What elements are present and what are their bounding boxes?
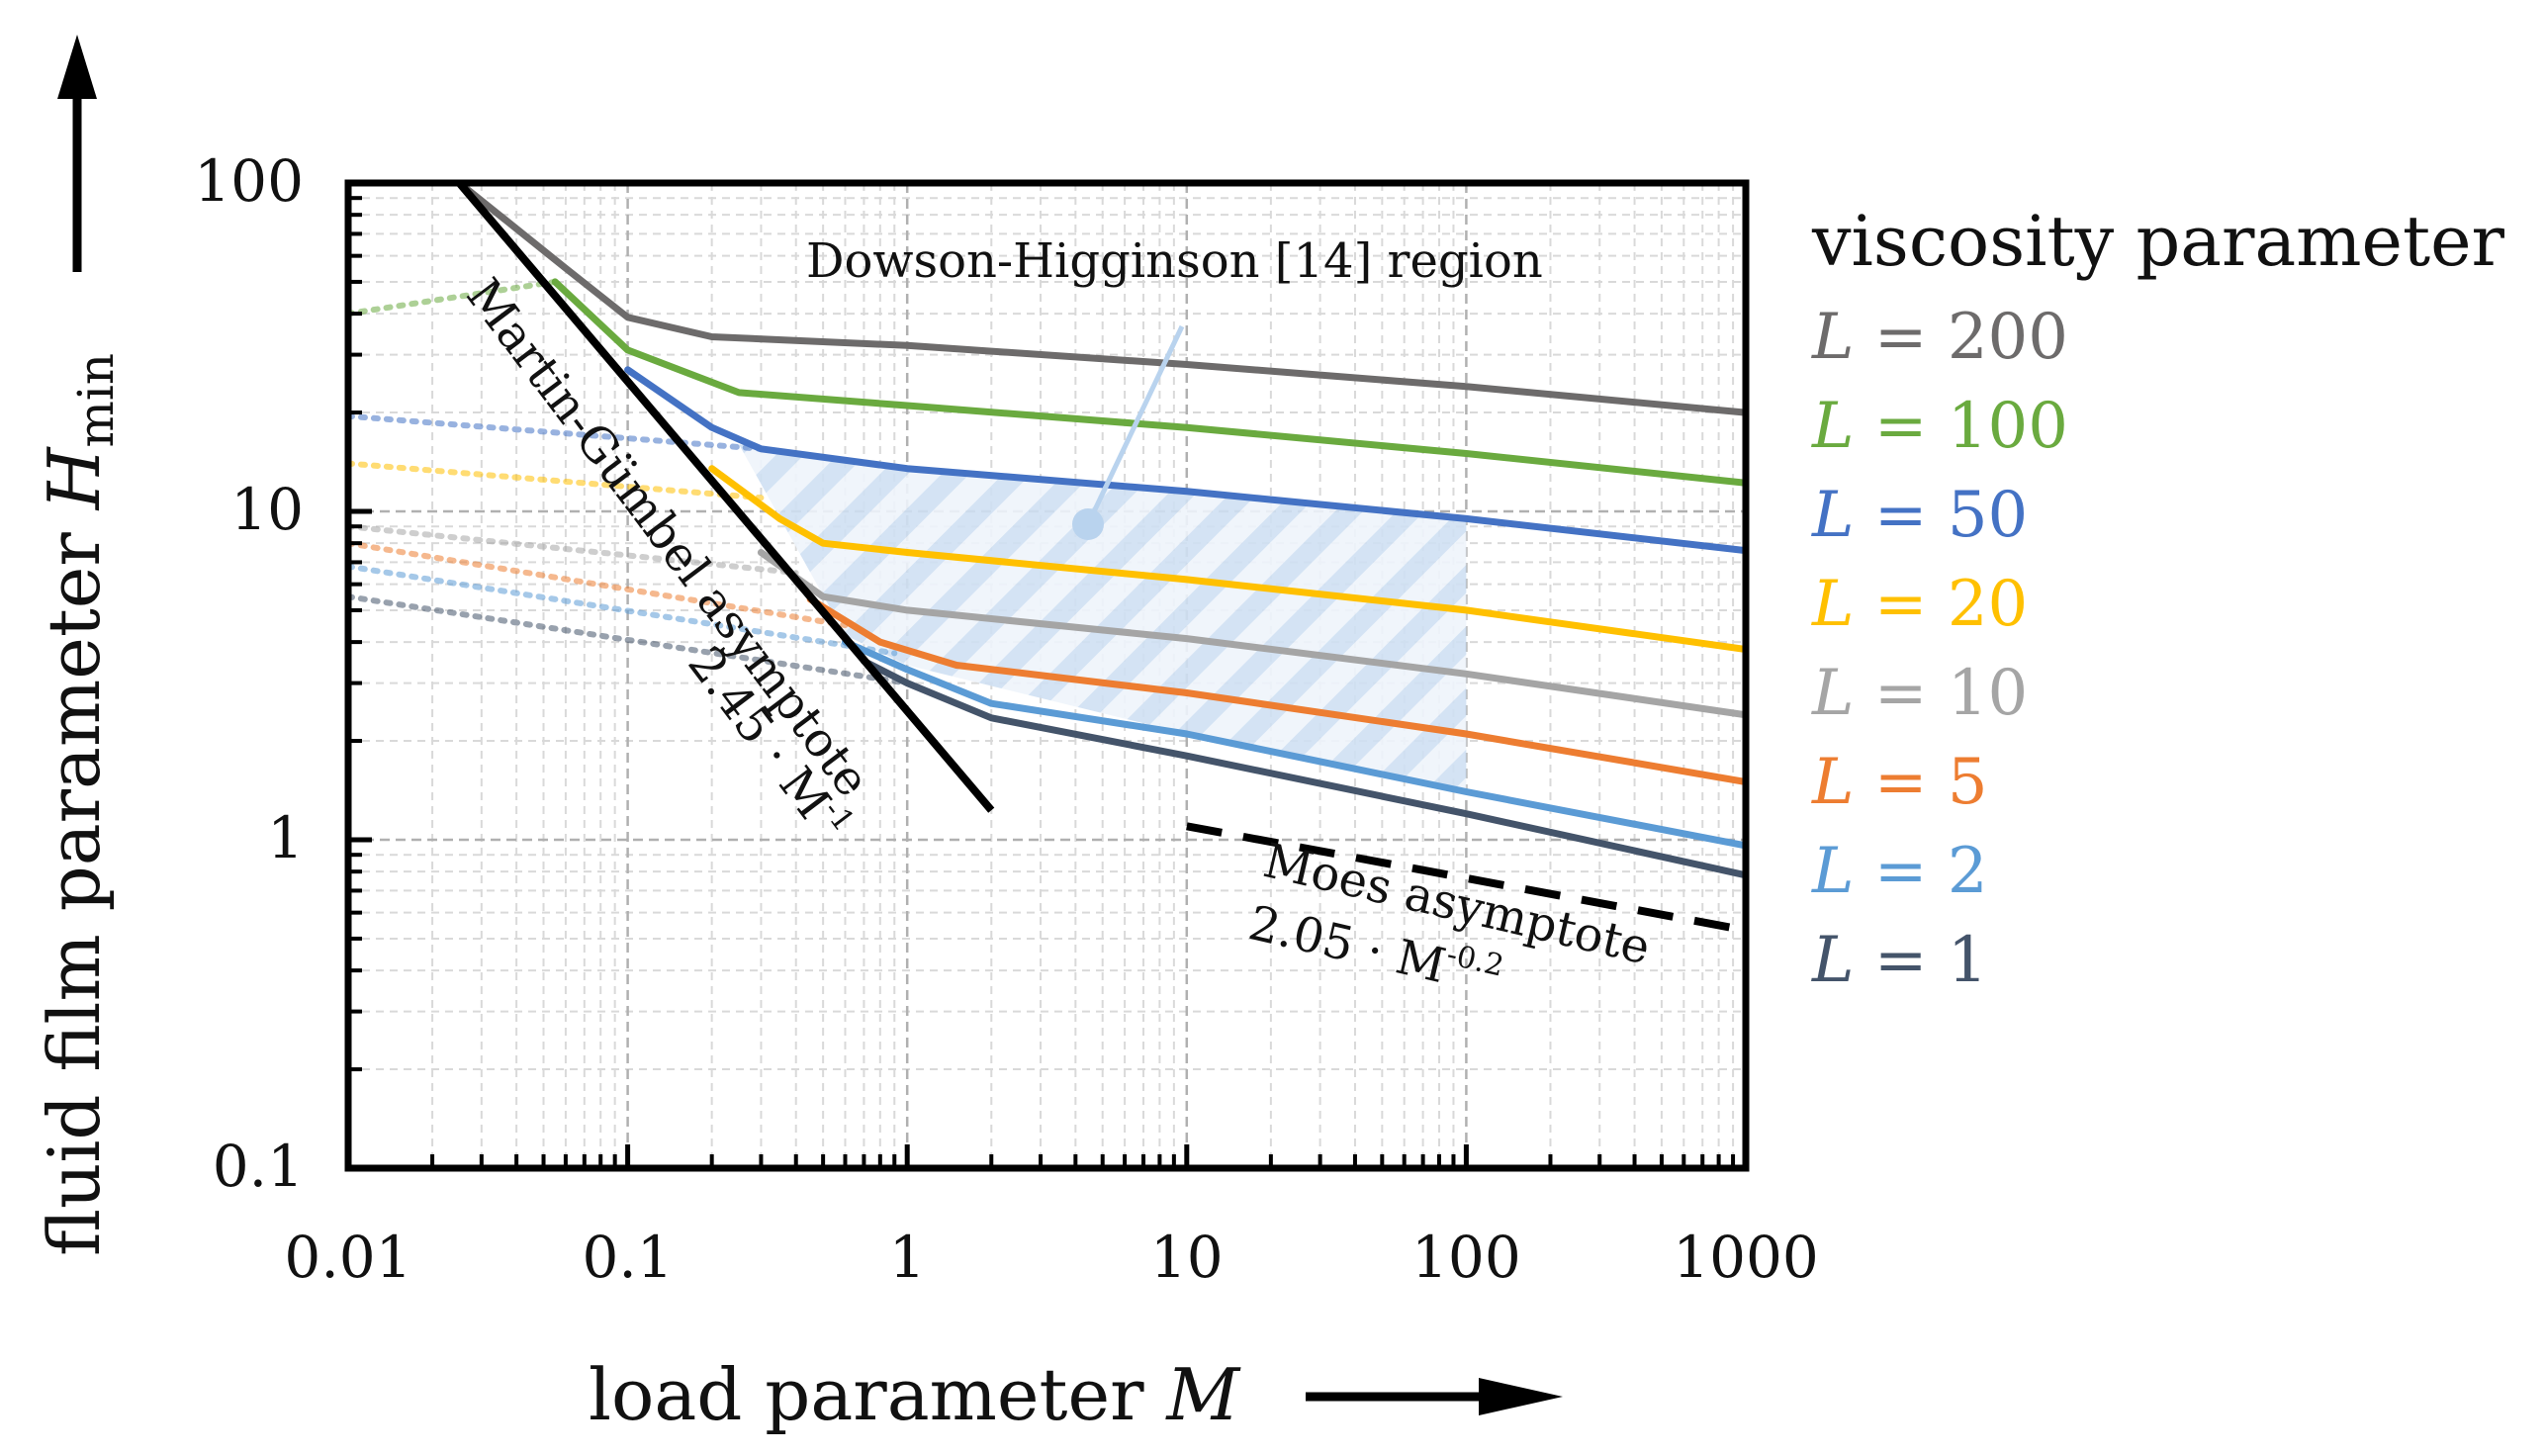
x-axis-title: load parameter M (589, 1353, 1241, 1436)
y-axis-arrow (57, 35, 97, 272)
y-tick-label: 0.1 (213, 1133, 304, 1200)
legend-title: viscosity parameter (1811, 201, 2505, 282)
legend-entry-L50: L = 50 (1811, 479, 2028, 552)
series-line-L10 (757, 549, 1746, 719)
legend-entry-L20: L = 20 (1811, 568, 2028, 641)
x-tick-label: 1000 (1673, 1224, 1819, 1291)
series-line-L20 (708, 465, 1746, 653)
region-pointer-dot (1072, 508, 1104, 540)
legend: viscosity parameter L = 200 L = 100 L = 50… (1811, 201, 2505, 997)
series-extrap-L5 (348, 540, 849, 629)
moes-asymptote-line (1186, 822, 1746, 935)
series-extrap-L2 (348, 563, 898, 657)
series-extrap-L1 (348, 593, 911, 686)
series-line-L50 (624, 366, 1746, 555)
legend-entry-L200: L = 200 (1811, 301, 2068, 374)
region-pointer (1085, 324, 1185, 526)
y-axis-title: fluid film parameter Hmin (33, 353, 125, 1256)
x-axis-arrow (1306, 1378, 1563, 1415)
series-extrap-L20 (348, 460, 765, 501)
x-tick-label: 0.1 (582, 1224, 673, 1291)
series-line-L100 (551, 278, 1746, 487)
asymptotes (456, 183, 1746, 935)
legend-entry-L100: L = 100 (1811, 390, 2068, 463)
axis-ticks (345, 180, 1749, 1171)
legend-entry-L10: L = 10 (1811, 657, 2028, 730)
plot-border (344, 179, 1750, 1172)
x-tick-label: 10 (1150, 1224, 1224, 1291)
legend-entry-L2: L = 2 (1811, 835, 1988, 908)
plot-frame (344, 179, 1750, 1172)
y-tick-label: 100 (194, 147, 304, 215)
x-tick-label: 1 (889, 1224, 926, 1291)
y-tick-label: 10 (230, 476, 304, 543)
extrapolated-series (348, 183, 911, 686)
series-extrap-L100 (348, 278, 559, 318)
series-extrap-L50 (348, 412, 765, 452)
legend-entry-L5: L = 5 (1811, 746, 1988, 819)
series-line-L5 (806, 595, 1746, 785)
series-line-L2 (842, 638, 1746, 850)
series-extrap-L10 (348, 523, 799, 577)
series-line-L1 (860, 657, 1746, 879)
region-label: Dowson-Higginson [14] region (806, 233, 1543, 289)
tick-labels: 0.01 0.1 1 10 100 1000 0.1 1 10 100 (194, 147, 1819, 1291)
martin-gumbel-asymptote-line (456, 183, 995, 813)
x-tick-label: 0.01 (284, 1224, 411, 1291)
y-tick-label: 1 (267, 804, 304, 871)
series-line-L200 (456, 183, 1746, 416)
series-lines (456, 183, 1746, 879)
x-tick-label: 100 (1411, 1224, 1521, 1291)
legend-entry-L1: L = 1 (1811, 924, 1988, 997)
grid (348, 183, 1746, 1168)
